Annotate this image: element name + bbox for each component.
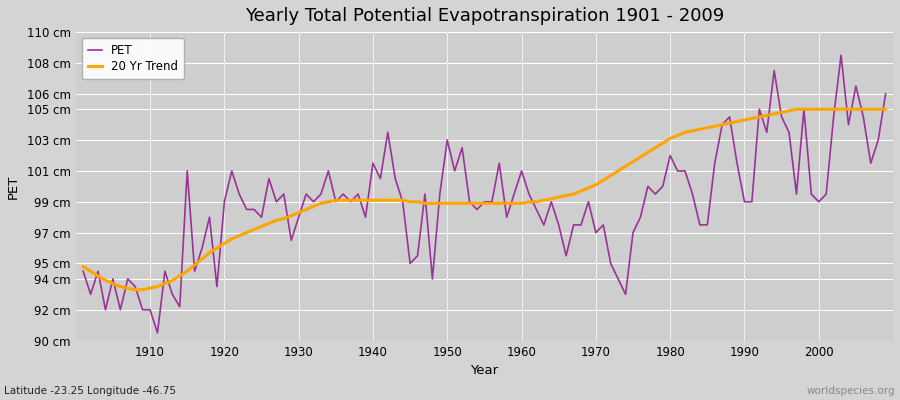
Text: worldspecies.org: worldspecies.org [807,386,896,396]
PET [880,91,891,96]
20 Yr Trend [353,198,364,203]
20 Yr Trend [880,107,891,112]
20 Yr Trend [145,286,156,290]
20 Yr Trend [517,201,527,206]
20 Yr Trend [130,287,140,292]
PET [835,53,846,58]
Text: Latitude -23.25 Longitude -46.75: Latitude -23.25 Longitude -46.75 [4,386,176,396]
PET [353,192,364,196]
PET [517,168,527,173]
PET [77,269,88,274]
X-axis label: Year: Year [471,364,499,377]
PET [613,276,624,281]
20 Yr Trend [791,107,802,112]
Y-axis label: PET: PET [7,174,20,198]
Legend: PET, 20 Yr Trend: PET, 20 Yr Trend [82,38,184,79]
Line: PET: PET [83,55,886,333]
20 Yr Trend [77,264,88,269]
PET [308,199,319,204]
Line: 20 Yr Trend: 20 Yr Trend [83,109,886,290]
PET [152,330,163,335]
Title: Yearly Total Potential Evapotranspiration 1901 - 2009: Yearly Total Potential Evapotranspiratio… [245,7,724,25]
PET [137,307,148,312]
PET [524,192,535,196]
20 Yr Trend [613,168,624,173]
20 Yr Trend [524,199,535,204]
20 Yr Trend [308,204,319,209]
